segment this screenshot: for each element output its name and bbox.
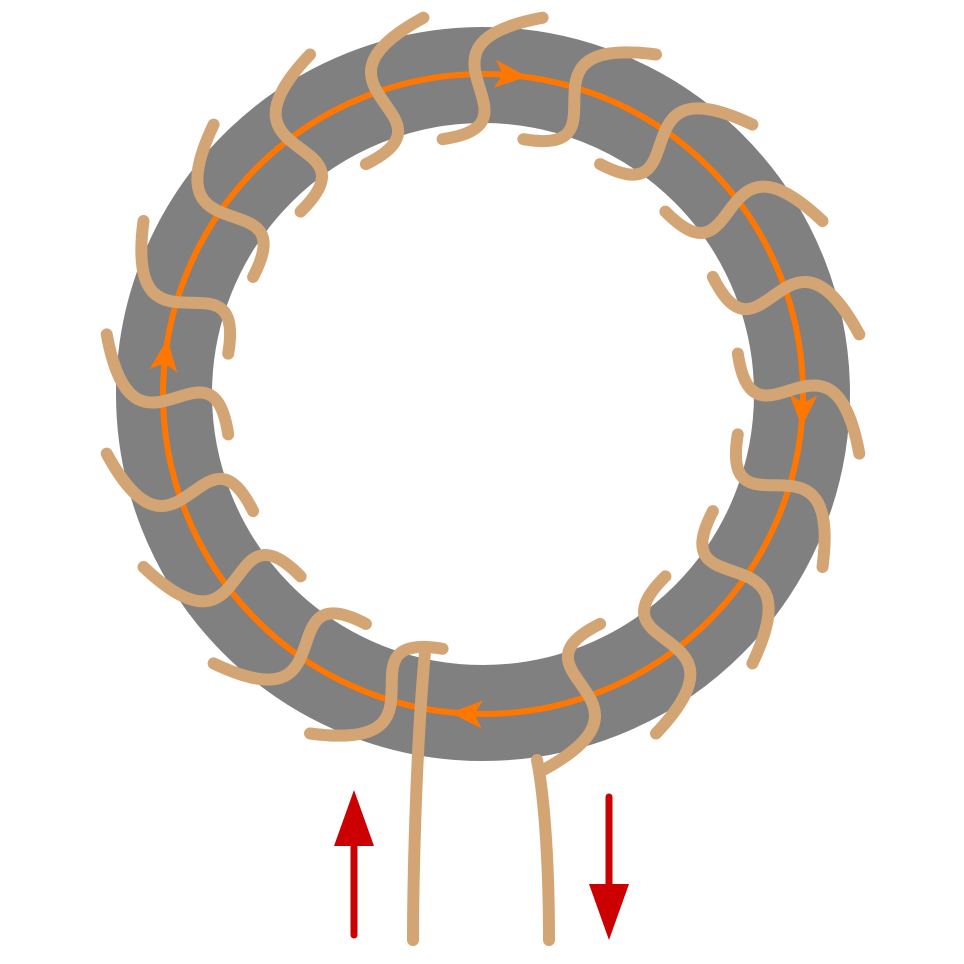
current-out-arrow (589, 793, 629, 940)
winding-turn (100, 328, 235, 441)
lead-wire-out (531, 754, 555, 946)
winding-turn (191, 118, 270, 283)
current-in-arrow (334, 790, 374, 939)
winding-turn (100, 447, 260, 518)
winding-turn (359, 11, 430, 171)
coil-winding (100, 11, 866, 777)
flux-arrows (149, 59, 818, 729)
winding-turn (436, 11, 549, 146)
winding-turn (731, 347, 866, 460)
winding-turn (594, 102, 759, 181)
winding-turn (659, 180, 829, 239)
arrowhead-icon (149, 339, 178, 373)
winding-turn (638, 570, 697, 740)
arrowhead-icon (789, 393, 818, 427)
lead-wire-in (407, 646, 431, 946)
winding-turn (137, 549, 307, 608)
winding-turn (696, 505, 775, 670)
winding-turn (706, 270, 866, 341)
arrowhead-icon (493, 59, 527, 88)
winding-turn (730, 428, 831, 573)
arrow-down-head (589, 884, 629, 940)
winding-turn (207, 607, 372, 686)
winding-turn (304, 641, 449, 742)
winding-turn (517, 46, 662, 147)
arrow-up-head (334, 790, 374, 846)
flux-path (160, 71, 806, 717)
toroid-core (116, 27, 850, 761)
arrowhead-icon (450, 700, 484, 729)
winding-turn (536, 617, 607, 777)
winding-turn (269, 48, 328, 218)
winding-turn (135, 215, 236, 360)
